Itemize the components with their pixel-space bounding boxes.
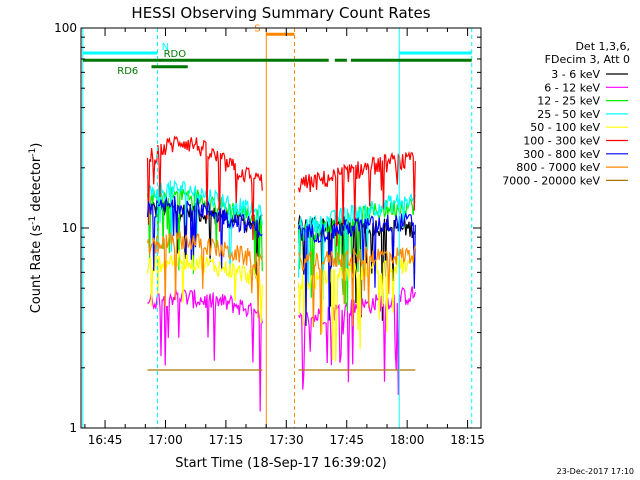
series-4 (146, 250, 416, 362)
axes: 16:45 17:00 17:15 17:30 17:45 18:00 18:15 1 10 10… (54, 21, 485, 447)
legend-header-0: Det 1,3,6, (575, 40, 630, 53)
legend-label-5: 100 - 300 keV (523, 135, 600, 148)
y-axis-label: Count Rate (s-1 detector-1) (28, 143, 44, 314)
series-line-4-seg1 (146, 250, 263, 324)
y-tick-label-1: 10 (62, 221, 77, 235)
series-line-6-seg1 (146, 196, 263, 271)
y-tick-label-0: 1 (69, 421, 77, 435)
y-tick-label-2: 100 (54, 21, 77, 35)
y-axis-label-sup1: -1 (28, 216, 38, 225)
legend-label-8: 7000 - 20000 keV (502, 174, 600, 187)
plot-area (82, 28, 473, 428)
x-tick-label-0: 16:45 (88, 433, 123, 447)
flag-label-2: RDO (164, 49, 187, 60)
chart-title: HESSI Observing Summary Count Rates (131, 4, 430, 22)
legend-label-3: 25 - 50 keV (537, 108, 600, 121)
x-tick-label-6: 18:15 (450, 433, 485, 447)
footer-date: 23-Dec-2017 17:10 (557, 467, 634, 476)
y-axis-label-mid: detector (29, 156, 44, 216)
series-line-4-seg2 (297, 254, 416, 362)
series-7 (146, 230, 416, 335)
legend-label-2: 12 - 25 keV (537, 95, 600, 108)
flag-label-0: N (162, 42, 169, 53)
flag-bars: N S RDO RD6 (82, 23, 472, 77)
x-tick-label-3: 17:30 (269, 433, 304, 447)
legend-label-1: 6 - 12 keV (544, 81, 600, 94)
y-axis-label-main: Count Rate (s (29, 225, 44, 314)
series-line-1-seg1 (147, 288, 263, 412)
series-6 (146, 196, 416, 326)
legend-label-4: 50 - 100 keV (530, 121, 600, 134)
series-line-7-seg1 (146, 230, 263, 319)
series-line-5-seg1 (146, 135, 263, 240)
flag-label-1: S (254, 23, 260, 34)
legend-label-6: 300 - 800 keV (523, 148, 600, 161)
series-line-7-seg2 (297, 245, 416, 335)
series-line-2-seg1 (146, 185, 263, 276)
y-axis-label-end: ) (29, 143, 44, 148)
x-tick-label-5: 18:00 (390, 433, 425, 447)
series-line-5-seg2 (297, 150, 416, 247)
series-1 (147, 286, 416, 412)
legend-label-0: 3 - 6 keV (551, 68, 600, 81)
series-5 (146, 135, 416, 247)
legend-header-1: FDecim 3, Att 0 (545, 53, 630, 66)
series-line-3-seg1 (146, 179, 263, 274)
y-axis-label-sup2: -1 (28, 148, 38, 157)
x-tick-label-1: 17:00 (148, 433, 183, 447)
flag-label-3: RD6 (117, 66, 138, 77)
series-line-1-seg2 (297, 286, 416, 396)
x-tick-label-4: 17:45 (329, 433, 364, 447)
x-tick-label-2: 17:15 (209, 433, 244, 447)
series-line-6-seg2 (297, 213, 416, 326)
legend-label-7: 800 - 7000 keV (516, 161, 600, 174)
x-axis-label: Start Time (18-Sep-17 16:39:02) (175, 456, 386, 471)
